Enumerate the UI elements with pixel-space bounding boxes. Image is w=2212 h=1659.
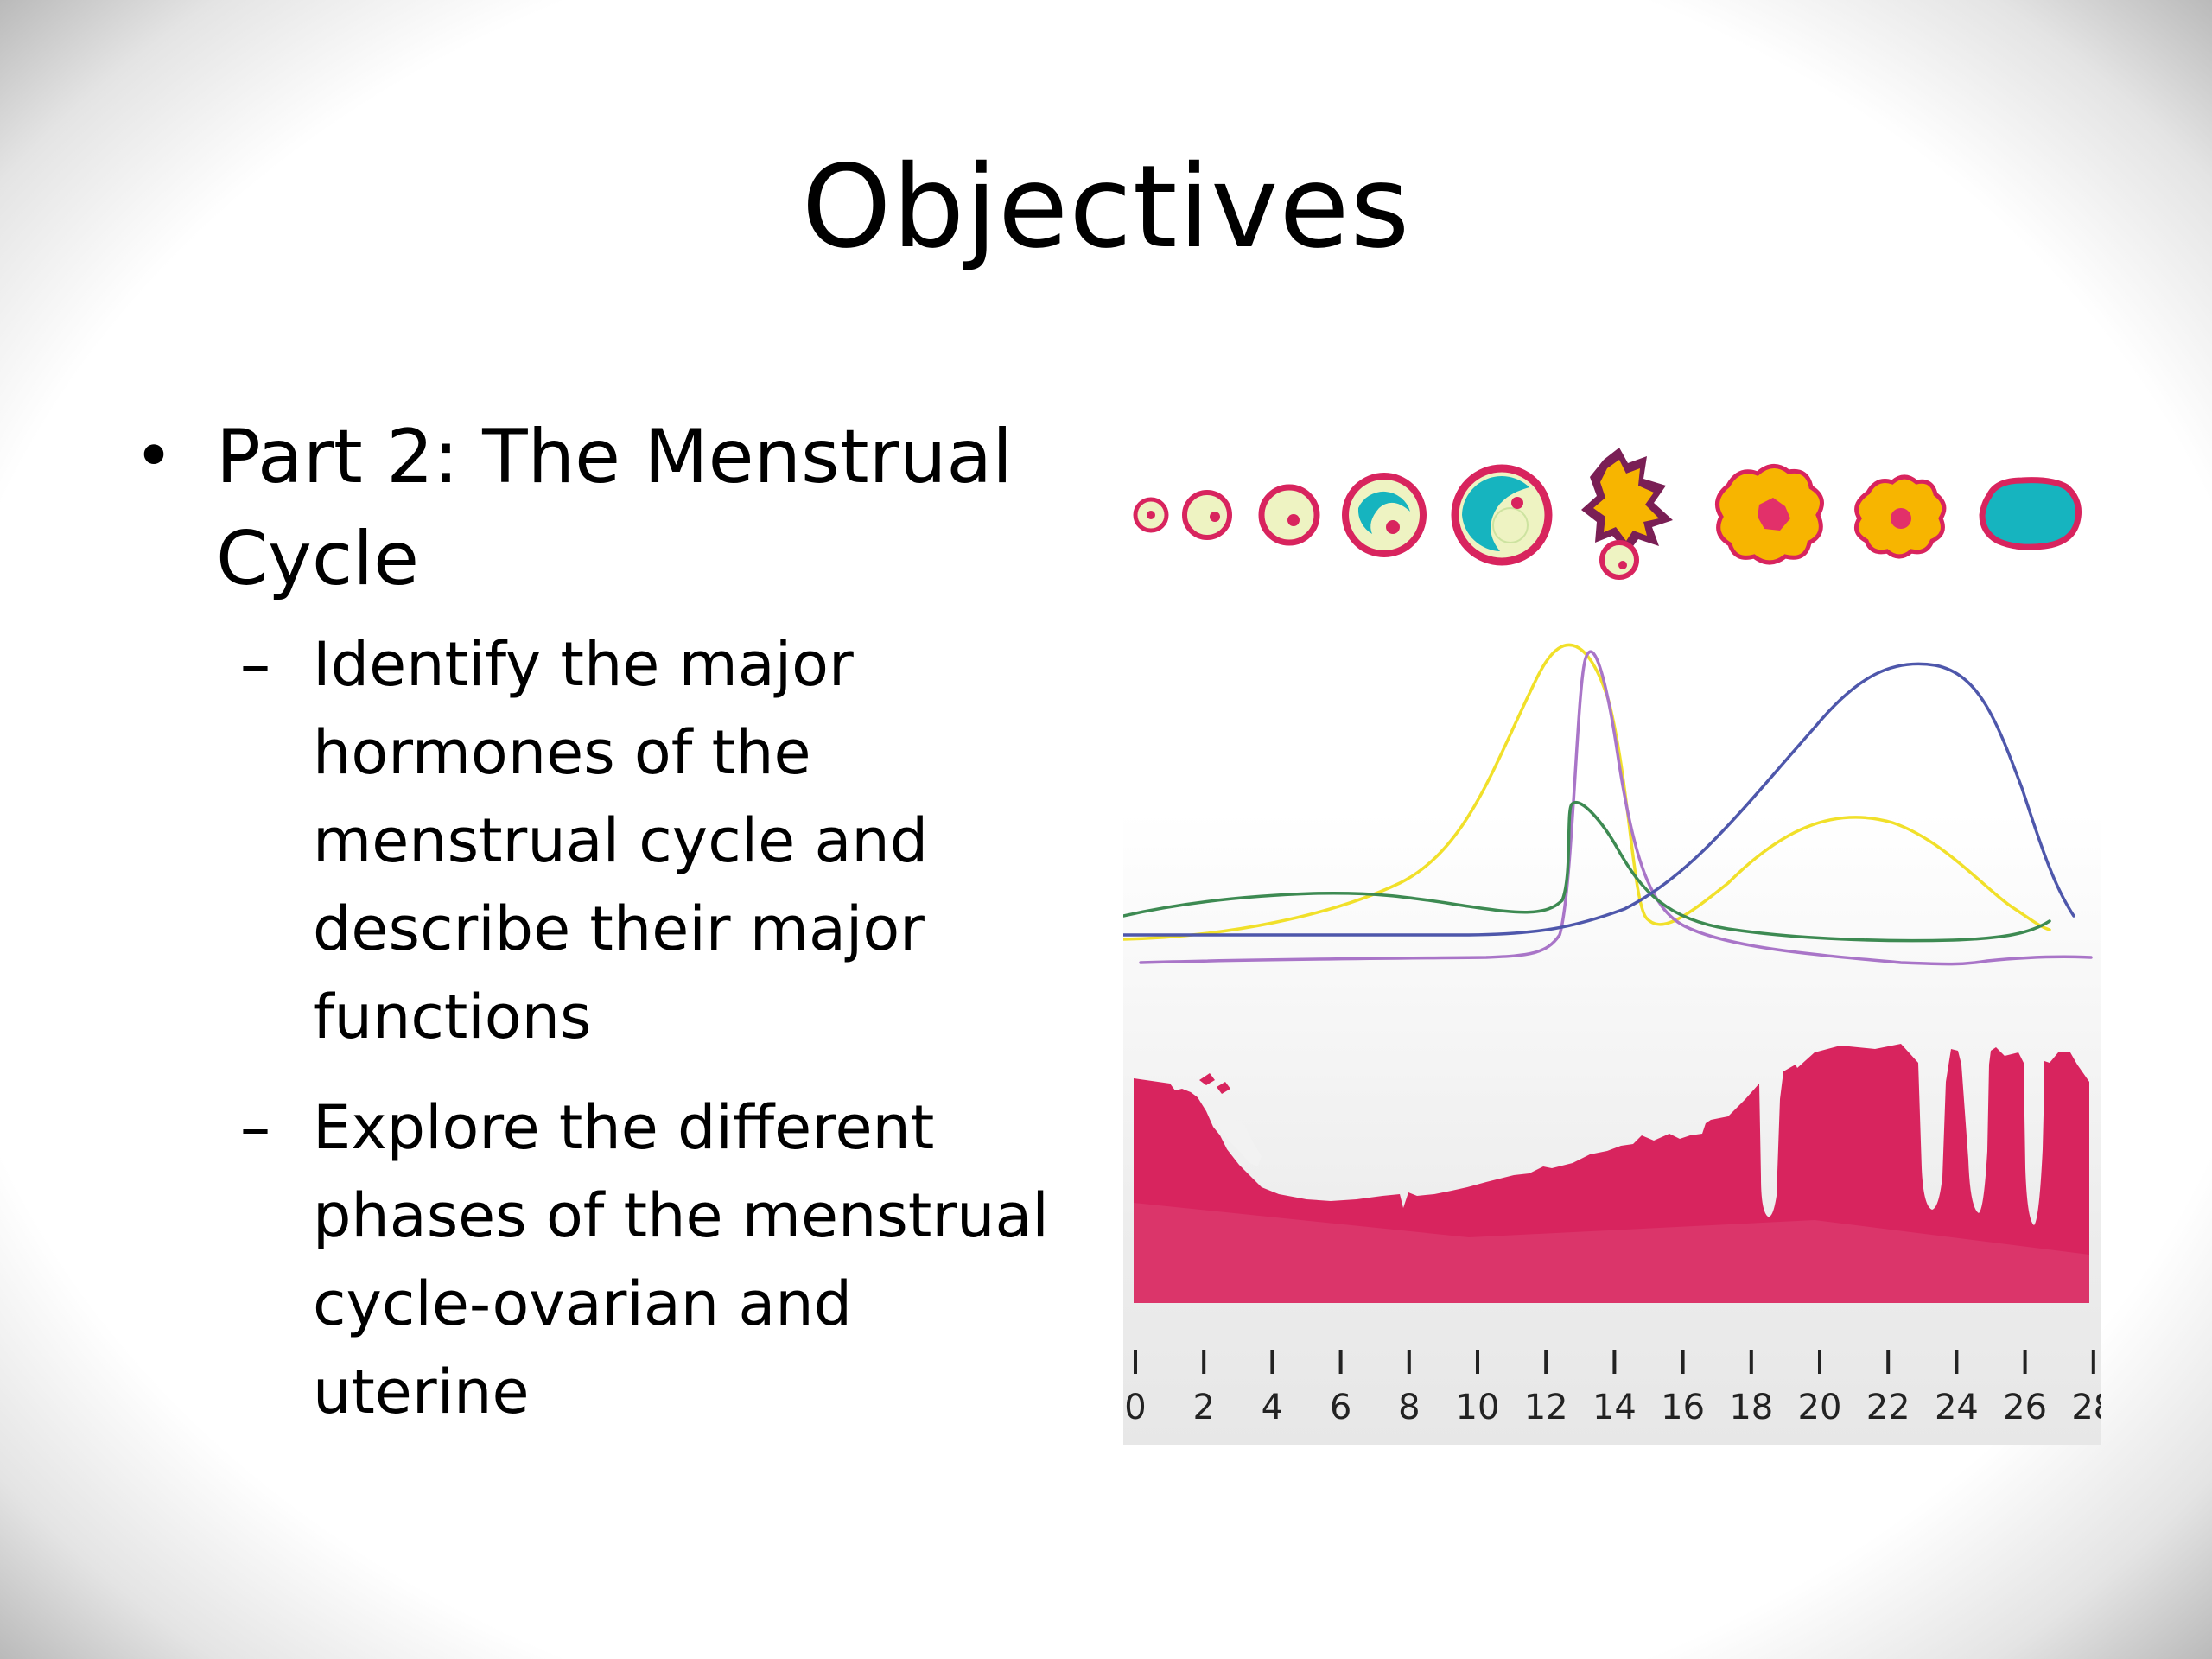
hormone-curve-green (1123, 800, 2051, 943)
hormone-curve-yellow (1123, 643, 2051, 941)
axis-tick-label: 6 (1330, 1388, 1351, 1427)
menstrual-cycle-figure: 0246810121416182022242628 (1123, 425, 2101, 1445)
axis-tick-label: 4 (1262, 1388, 1283, 1427)
axis-tick-label: 12 (1524, 1388, 1568, 1427)
mature-follicle-icon (1451, 464, 1553, 566)
axis-tick-label: 20 (1798, 1388, 1842, 1427)
axis-tick-label: 2 (1192, 1388, 1214, 1427)
hormone-curves (1123, 643, 2093, 966)
bullet-text: Part 2: The Menstrual Cycle (216, 414, 1014, 602)
axis-tick-label: 16 (1661, 1388, 1705, 1427)
sub-bullet-item: – Explore the different phases of the me… (130, 1084, 1080, 1436)
axis-tick-label: 8 (1398, 1388, 1420, 1427)
bullet-list: • Part 2: The Menstrual Cycle – Identify… (130, 406, 1080, 1459)
sub-bullet-list: – Identify the major hormones of the men… (130, 620, 1080, 1436)
antral-follicle-icon (1342, 473, 1427, 557)
axis-tick-label: 18 (1729, 1388, 1773, 1427)
corpus-albicans-icon (1979, 477, 2082, 550)
follicle-icon (1133, 497, 1169, 533)
endometrium-layer (1134, 1044, 2089, 1303)
axis-tick-label: 22 (1866, 1388, 1910, 1427)
axis-tick-label: 14 (1592, 1388, 1637, 1427)
axis-tick-label: 26 (2003, 1388, 2047, 1427)
axis-tick-label: 10 (1456, 1388, 1500, 1427)
slide-title: Objectives (801, 141, 1411, 274)
hormone-curve-blue (1123, 662, 2075, 937)
x-axis: 0246810121416182022242628 (1124, 1350, 2101, 1427)
axis-tick-label: 28 (2071, 1388, 2101, 1427)
bullet-dot-icon: • (134, 418, 175, 496)
sub-bullet-text: Explore the different phases of the mens… (313, 1092, 1049, 1427)
axis-tick-label: 24 (1935, 1388, 1979, 1427)
dash-icon: – (240, 1092, 270, 1163)
ruptured-follicle-icon (1581, 448, 1673, 580)
follicle-icon (1182, 490, 1232, 540)
sub-bullet-item: – Identify the major hormones of the men… (130, 620, 1080, 1061)
follicle-icon (1258, 484, 1320, 546)
axis-tick-label: 0 (1124, 1388, 1146, 1427)
hormone-curve-violet (1139, 650, 2093, 966)
corpus-luteum-icon (1715, 464, 1824, 565)
sub-bullet-text: Identify the major hormones of the menst… (313, 629, 929, 1052)
bullet-item: • Part 2: The Menstrual Cycle (130, 406, 1080, 610)
follicle-row (1133, 448, 2082, 580)
dash-icon: – (240, 629, 270, 700)
corpus-luteum-regressing-icon (1853, 474, 1947, 559)
